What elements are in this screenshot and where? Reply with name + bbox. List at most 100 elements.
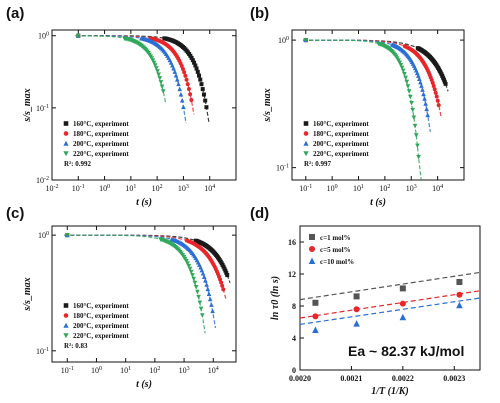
data-point-triangle-down [158, 80, 164, 85]
tick-exponent: -2 [54, 184, 59, 190]
tick-label: 10-1 [61, 366, 74, 375]
tick-base: 10 [353, 184, 361, 193]
data-point-triangle-down [185, 261, 190, 266]
legend-label: 160°C, experiment [73, 120, 129, 128]
data-point-square [443, 81, 448, 86]
data-point-triangle [303, 140, 309, 146]
tick-label: 0 [292, 366, 296, 375]
data-point-circle [182, 70, 187, 75]
tick-label: 10-1 [276, 164, 289, 173]
tick-exponent: -1 [69, 366, 74, 372]
tick-label: 100 [38, 231, 49, 240]
tick-exponent: 4 [440, 184, 443, 190]
y-axis-label: s/s_max [22, 88, 33, 122]
data-point-triangle [205, 286, 211, 292]
tick-label: 4 [292, 334, 296, 343]
tick-label: 101 [125, 184, 136, 193]
data-point-triangle-down [402, 71, 407, 77]
data-point-triangle-down [398, 62, 404, 68]
legend-label: c=10 mol% [320, 258, 354, 266]
data-point-triangle-down [198, 306, 204, 312]
tick-exponent: 2 [157, 366, 160, 372]
data-point-square [399, 285, 406, 292]
tick-exponent: 1 [361, 184, 364, 190]
data-point-triangle-down [192, 280, 198, 286]
data-point-square [204, 105, 209, 110]
plot-frame [291, 29, 465, 181]
data-point-triangle-down [411, 115, 417, 120]
tick-label: 10-1 [72, 184, 85, 193]
data-point-triangle [420, 87, 425, 92]
data-point-triangle-down [159, 84, 165, 89]
data-point-circle [399, 300, 406, 307]
data-point-square [225, 273, 230, 278]
data-point-triangle [419, 83, 424, 88]
data-point-square [189, 55, 194, 60]
tick-base: 10 [120, 366, 128, 375]
data-point-triangle-down [156, 72, 161, 77]
legend-label: 180°C, experiment [73, 130, 129, 138]
plot-frame [51, 225, 237, 363]
tick-label: 101 [120, 366, 131, 375]
tick-label: 10-2 [46, 184, 59, 193]
series-3 [75, 33, 167, 104]
data-point-square [222, 266, 227, 271]
tick-exponent: 1 [133, 184, 136, 190]
tick-exponent: 0 [46, 231, 49, 237]
tick-base: 10 [46, 184, 54, 193]
data-point-square [193, 63, 198, 68]
tick-label: 100 [278, 36, 289, 45]
tick-base: 10 [278, 36, 286, 45]
data-point-square [63, 303, 69, 308]
legend-label: 180°C, experiment [313, 130, 369, 138]
data-point-square [197, 73, 202, 78]
tick-label: 12 [288, 270, 296, 279]
data-point-square [442, 79, 447, 84]
plot-frame [299, 225, 481, 371]
data-point-triangle [312, 326, 319, 333]
tick-label: 104 [208, 366, 219, 375]
tick-base: 10 [276, 164, 284, 173]
tick-exponent: 1 [128, 366, 131, 372]
tick-exponent: 2 [160, 184, 163, 190]
data-point-triangle-down [75, 33, 81, 39]
tick-label: 0.0022 [392, 374, 414, 383]
data-point-circle [218, 277, 223, 282]
data-point-triangle [456, 301, 463, 309]
data-point-square [224, 270, 229, 275]
data-point-circle [432, 87, 437, 92]
data-point-triangle [206, 291, 212, 296]
tick-label: 103 [179, 366, 190, 375]
tick-base: 10 [178, 184, 186, 193]
tick-exponent: -1 [80, 184, 85, 190]
legend-label: c=5 mol% [320, 246, 351, 254]
series-0 [299, 271, 481, 306]
tick-exponent: 4 [212, 184, 215, 190]
data-point-triangle-down [157, 76, 163, 81]
legend-label: 220°C, experiment [313, 150, 369, 158]
legend-label: c=1 mol% [320, 234, 351, 242]
fit-curve [303, 39, 422, 181]
series-0 [303, 38, 449, 92]
tick-exponent: 3 [186, 184, 189, 190]
data-point-circle [435, 98, 440, 103]
tick-exponent: 0 [286, 36, 289, 42]
x-axis-label: t (s) [370, 197, 386, 208]
data-point-triangle-down [403, 75, 408, 81]
data-point-triangle [174, 77, 180, 82]
data-point-circle [220, 283, 225, 288]
tick-label: 8 [292, 302, 296, 311]
legend-label: 200°C, experiment [73, 322, 129, 330]
tick-base: 10 [91, 366, 99, 375]
tick-exponent: 0 [46, 32, 49, 38]
data-point-circle [456, 291, 463, 298]
tick-base: 10 [72, 184, 80, 193]
data-point-triangle-down [160, 89, 166, 94]
data-point-circle [219, 280, 224, 285]
data-point-triangle-down [64, 233, 70, 238]
tick-exponent: -2 [44, 176, 49, 182]
y-axis-label: s/s_max [22, 277, 33, 311]
data-point-triangle-down [399, 65, 405, 71]
